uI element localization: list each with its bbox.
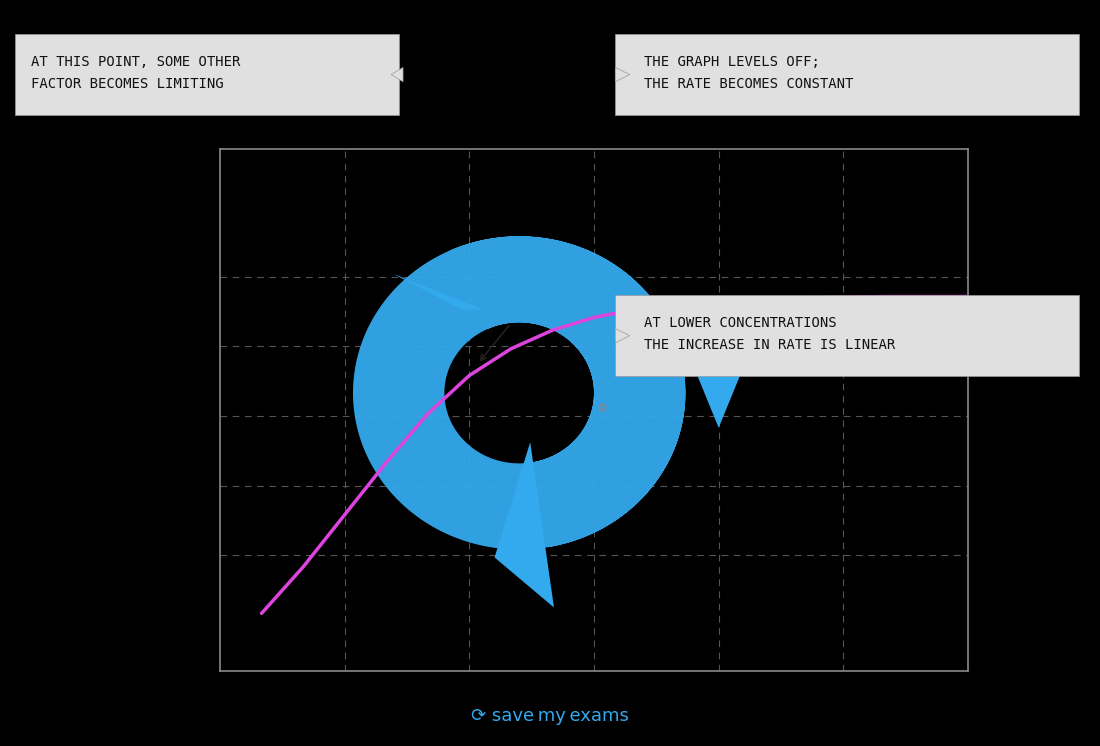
Polygon shape bbox=[392, 67, 403, 82]
Text: AT THIS POINT, SOME OTHER
FACTOR BECOMES LIMITING: AT THIS POINT, SOME OTHER FACTOR BECOMES… bbox=[31, 55, 240, 91]
Polygon shape bbox=[685, 346, 752, 427]
FancyBboxPatch shape bbox=[615, 34, 1079, 115]
Polygon shape bbox=[353, 236, 685, 550]
Polygon shape bbox=[495, 442, 554, 607]
Text: THE GRAPH LEVELS OFF;
THE RATE BECOMES CONSTANT: THE GRAPH LEVELS OFF; THE RATE BECOMES C… bbox=[644, 55, 854, 91]
FancyBboxPatch shape bbox=[615, 295, 1079, 376]
Polygon shape bbox=[615, 328, 629, 343]
Polygon shape bbox=[615, 67, 629, 82]
FancyBboxPatch shape bbox=[15, 34, 399, 115]
Text: AT LOWER CONCENTRATIONS
THE INCREASE IN RATE IS LINEAR: AT LOWER CONCENTRATIONS THE INCREASE IN … bbox=[644, 316, 895, 352]
Polygon shape bbox=[393, 274, 484, 310]
Text: ⟳ save my exams: ⟳ save my exams bbox=[471, 707, 629, 725]
